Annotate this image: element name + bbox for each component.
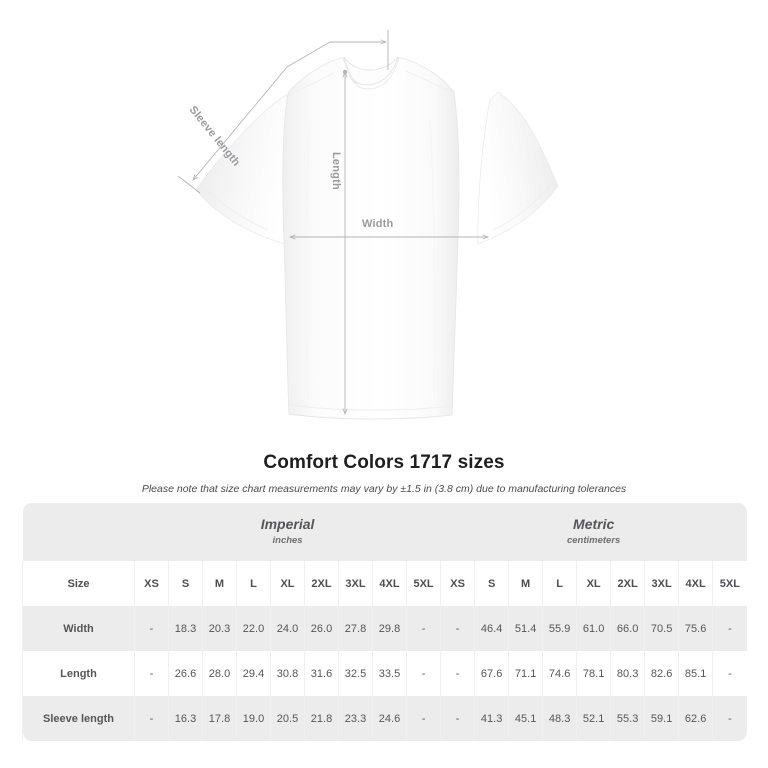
cell-metric-xs: - bbox=[440, 606, 475, 651]
chart-heading-block: Comfort Colors 1717 sizes Please note th… bbox=[0, 440, 768, 495]
table-head: Imperial inches Metric centimeters Size X… bbox=[22, 503, 747, 606]
size-header-metric-xs: XS bbox=[440, 561, 475, 606]
cell-imperial-5xl: - bbox=[405, 696, 441, 741]
cell-imperial-xs: - bbox=[134, 651, 169, 696]
size-header-row: Size XS S M L XL 2XL 3XL 4XL 5XL XS S M L XL 2XL 3XL 4XL 5… bbox=[22, 561, 747, 606]
cell-imperial-3xl: 32.5 bbox=[338, 651, 373, 696]
table-row: Sleeve length -16.3 17.8 19.0 20.5 21.8 23.3 24… bbox=[22, 696, 747, 741]
page-title: Comfort Colors 1717 sizes bbox=[263, 452, 505, 473]
cell-imperial-m: 20.3 bbox=[202, 606, 237, 651]
row-label-length: Length bbox=[22, 651, 135, 696]
cell-metric-5xl: - bbox=[712, 606, 747, 651]
cell-metric-3xl: 82.6 bbox=[644, 651, 679, 696]
cell-metric-4xl: 85.1 bbox=[678, 651, 713, 696]
cell-imperial-5xl: - bbox=[405, 606, 441, 651]
cell-metric-s: 67.6 bbox=[474, 651, 509, 696]
size-header-metric-m: M bbox=[508, 561, 543, 606]
size-header-imperial-xl: XL bbox=[270, 561, 305, 606]
width-dimension-label: Width bbox=[362, 218, 394, 230]
cell-metric-3xl: 70.5 bbox=[644, 606, 679, 651]
cell-imperial-l: 29.4 bbox=[236, 651, 271, 696]
cell-imperial-4xl: 29.8 bbox=[372, 606, 407, 651]
cell-metric-2xl: 66.0 bbox=[610, 606, 645, 651]
cell-imperial-m: 17.8 bbox=[202, 696, 237, 741]
size-header-metric-xl: XL bbox=[576, 561, 611, 606]
cell-imperial-l: 22.0 bbox=[236, 606, 271, 651]
table-row: Length -26.6 28.0 29.4 30.8 31.6 32.5 33.5- -67.… bbox=[22, 651, 747, 696]
size-header-imperial-4xl: 4XL bbox=[372, 561, 407, 606]
cell-metric-m: 45.1 bbox=[508, 696, 543, 741]
size-table-container: Imperial inches Metric centimeters Size X… bbox=[22, 503, 747, 741]
size-header-metric-5xl: 5XL bbox=[712, 561, 747, 606]
cell-imperial-xs: - bbox=[134, 696, 169, 741]
length-dimension-label: Length bbox=[330, 152, 342, 190]
cell-metric-xl: 52.1 bbox=[576, 696, 611, 741]
size-header-imperial-2xl: 2XL bbox=[304, 561, 339, 606]
cell-metric-xl: 61.0 bbox=[576, 606, 611, 651]
cell-metric-l: 55.9 bbox=[542, 606, 577, 651]
cell-imperial-s: 26.6 bbox=[168, 651, 203, 696]
cell-imperial-2xl: 21.8 bbox=[304, 696, 339, 741]
cell-imperial-5xl: - bbox=[405, 651, 441, 696]
size-header-metric-3xl: 3XL bbox=[644, 561, 679, 606]
cell-metric-5xl: - bbox=[712, 651, 747, 696]
t-shirt-measurement-diagram: Width Length Sleeve length bbox=[177, 30, 559, 420]
table-row: Width -18.3 20.3 22.0 24.0 26.0 27.8 29.8- -46.4… bbox=[22, 606, 747, 651]
cell-imperial-xl: 20.5 bbox=[270, 696, 305, 741]
unit-system-imperial: Imperial inches bbox=[134, 503, 441, 561]
cell-imperial-2xl: 26.0 bbox=[304, 606, 339, 651]
size-chart-table: Imperial inches Metric centimeters Size X… bbox=[22, 503, 747, 741]
size-header-imperial-3xl: 3XL bbox=[338, 561, 373, 606]
row-label-sleeve-length: Sleeve length bbox=[22, 696, 135, 741]
t-shirt-illustration bbox=[177, 30, 559, 420]
cell-imperial-s: 16.3 bbox=[168, 696, 203, 741]
cell-metric-4xl: 62.6 bbox=[678, 696, 713, 741]
unit-system-metric: Metric centimeters bbox=[440, 503, 747, 561]
cell-imperial-2xl: 31.6 bbox=[304, 651, 339, 696]
size-header-imperial-l: L bbox=[236, 561, 271, 606]
cell-imperial-xs: - bbox=[134, 606, 169, 651]
cell-metric-xs: - bbox=[440, 696, 475, 741]
cell-metric-4xl: 75.6 bbox=[678, 606, 713, 651]
size-header-imperial-xs: XS bbox=[134, 561, 169, 606]
cell-imperial-xl: 24.0 bbox=[270, 606, 305, 651]
cell-metric-5xl: - bbox=[712, 696, 747, 741]
cell-imperial-4xl: 33.5 bbox=[372, 651, 407, 696]
cell-metric-m: 71.1 bbox=[508, 651, 543, 696]
measurement-lines bbox=[177, 30, 488, 414]
cell-metric-2xl: 80.3 bbox=[610, 651, 645, 696]
size-header-metric-l: L bbox=[542, 561, 577, 606]
cell-metric-m: 51.4 bbox=[508, 606, 543, 651]
table-body: Width -18.3 20.3 22.0 24.0 26.0 27.8 29.8- -46.4… bbox=[22, 606, 747, 741]
cell-imperial-4xl: 24.6 bbox=[372, 696, 407, 741]
unit-system-row: Imperial inches Metric centimeters bbox=[22, 503, 747, 561]
size-header-imperial-s: S bbox=[168, 561, 203, 606]
cell-metric-l: 48.3 bbox=[542, 696, 577, 741]
cell-metric-2xl: 55.3 bbox=[610, 696, 645, 741]
unit-spacer-cell bbox=[22, 503, 135, 561]
cell-metric-l: 74.6 bbox=[542, 651, 577, 696]
cell-imperial-xl: 30.8 bbox=[270, 651, 305, 696]
cell-metric-s: 41.3 bbox=[474, 696, 509, 741]
size-header-metric-4xl: 4XL bbox=[678, 561, 713, 606]
cell-imperial-m: 28.0 bbox=[202, 651, 237, 696]
cell-metric-xl: 78.1 bbox=[576, 651, 611, 696]
cell-imperial-l: 19.0 bbox=[236, 696, 271, 741]
cell-imperial-s: 18.3 bbox=[168, 606, 203, 651]
cell-metric-xs: - bbox=[440, 651, 475, 696]
row-label-width: Width bbox=[22, 606, 135, 651]
size-header-metric-2xl: 2XL bbox=[610, 561, 645, 606]
cell-metric-3xl: 59.1 bbox=[644, 696, 679, 741]
size-header-metric-s: S bbox=[474, 561, 509, 606]
size-header-imperial-5xl: 5XL bbox=[405, 561, 441, 606]
cell-imperial-3xl: 27.8 bbox=[338, 606, 373, 651]
size-header-label: Size bbox=[22, 561, 135, 606]
cell-metric-s: 46.4 bbox=[474, 606, 509, 651]
size-header-imperial-m: M bbox=[202, 561, 237, 606]
cell-imperial-3xl: 23.3 bbox=[338, 696, 373, 741]
tolerance-note: Please note that size chart measurements… bbox=[141, 483, 627, 495]
